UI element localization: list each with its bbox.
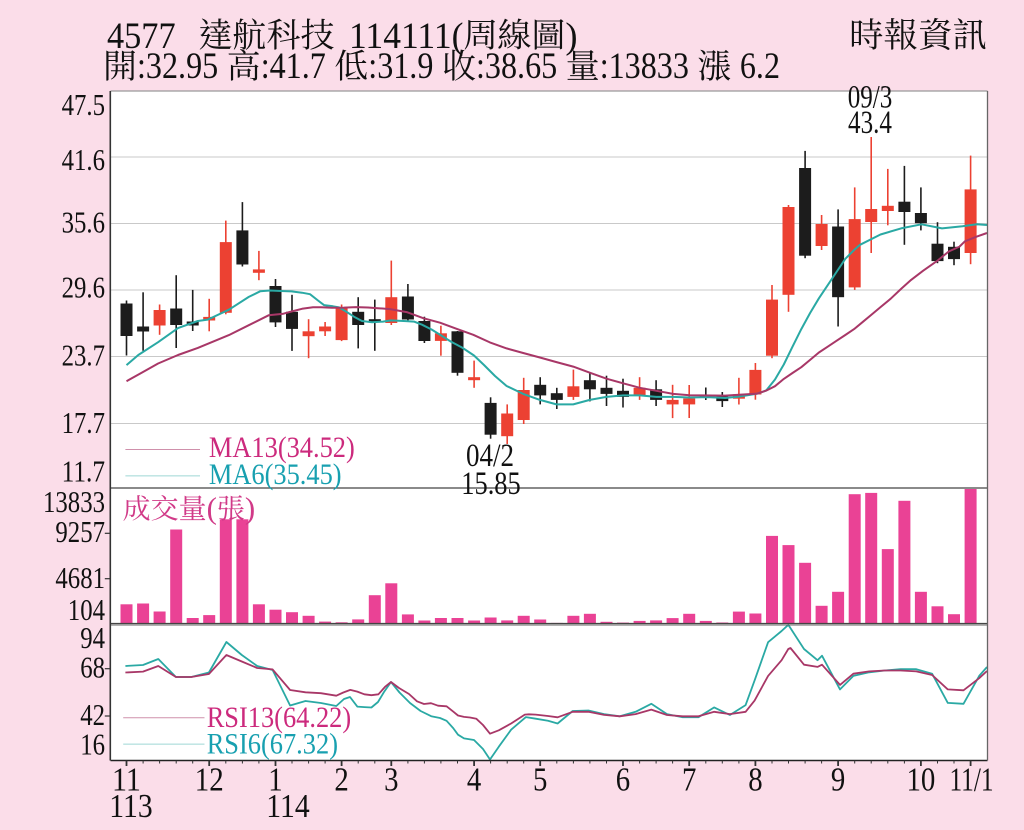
- svg-text:7: 7: [682, 762, 696, 799]
- svg-text:11.7: 11.7: [62, 454, 105, 489]
- svg-text:23.7: 23.7: [62, 338, 105, 373]
- svg-text::13833: :13833: [600, 45, 689, 86]
- svg-text:4: 4: [467, 762, 481, 799]
- svg-text:04/2: 04/2: [466, 438, 514, 474]
- svg-text:68: 68: [80, 650, 105, 685]
- svg-text:11/1: 11/1: [949, 762, 993, 799]
- svg-text:11: 11: [112, 762, 141, 799]
- svg-text:MA13(34.52): MA13(34.52): [209, 431, 355, 464]
- svg-text:10: 10: [906, 762, 935, 799]
- svg-text:MA6(35.45): MA6(35.45): [209, 458, 342, 491]
- svg-text:47.5: 47.5: [62, 87, 105, 122]
- svg-text:13833: 13833: [43, 484, 105, 519]
- svg-text:15.85: 15.85: [461, 466, 520, 502]
- svg-text:4577: 4577: [107, 15, 176, 56]
- svg-text:35.6: 35.6: [62, 205, 105, 240]
- svg-text:9257: 9257: [55, 514, 105, 549]
- svg-text::31.9: :31.9: [368, 45, 433, 86]
- svg-text:5: 5: [533, 762, 547, 799]
- svg-text:114: 114: [266, 788, 309, 825]
- svg-text:17.7: 17.7: [62, 405, 105, 440]
- svg-text::38.65: :38.65: [476, 45, 557, 86]
- svg-text:114111(: 114111(: [349, 15, 463, 56]
- svg-text:2: 2: [334, 762, 348, 799]
- svg-text:8: 8: [748, 762, 762, 799]
- svg-text:): ): [565, 15, 577, 56]
- svg-text:41.6: 41.6: [62, 142, 105, 177]
- svg-text:4681: 4681: [55, 560, 105, 595]
- svg-text:43.4: 43.4: [848, 105, 892, 141]
- svg-text:RSI13(64.22): RSI13(64.22): [207, 701, 352, 734]
- svg-text::32.95: :32.95: [137, 45, 218, 86]
- svg-text:29.6: 29.6: [62, 270, 105, 305]
- svg-text:6.2: 6.2: [740, 45, 780, 86]
- svg-text::41.7: :41.7: [261, 45, 326, 86]
- svg-text:12: 12: [195, 762, 224, 799]
- svg-text:1: 1: [268, 762, 282, 799]
- svg-text:09/3: 09/3: [848, 80, 893, 116]
- svg-text:(: (: [207, 491, 217, 526]
- svg-text:94: 94: [80, 620, 105, 655]
- svg-text:16: 16: [80, 727, 105, 762]
- svg-text:42: 42: [80, 697, 105, 732]
- svg-text:9: 9: [831, 762, 845, 799]
- svg-text:): ): [245, 491, 255, 526]
- svg-text:6: 6: [616, 762, 630, 799]
- svg-text:104: 104: [68, 592, 106, 627]
- svg-text:RSI6(67.32): RSI6(67.32): [207, 728, 338, 761]
- svg-text:113: 113: [109, 788, 152, 825]
- svg-text:3: 3: [384, 762, 398, 799]
